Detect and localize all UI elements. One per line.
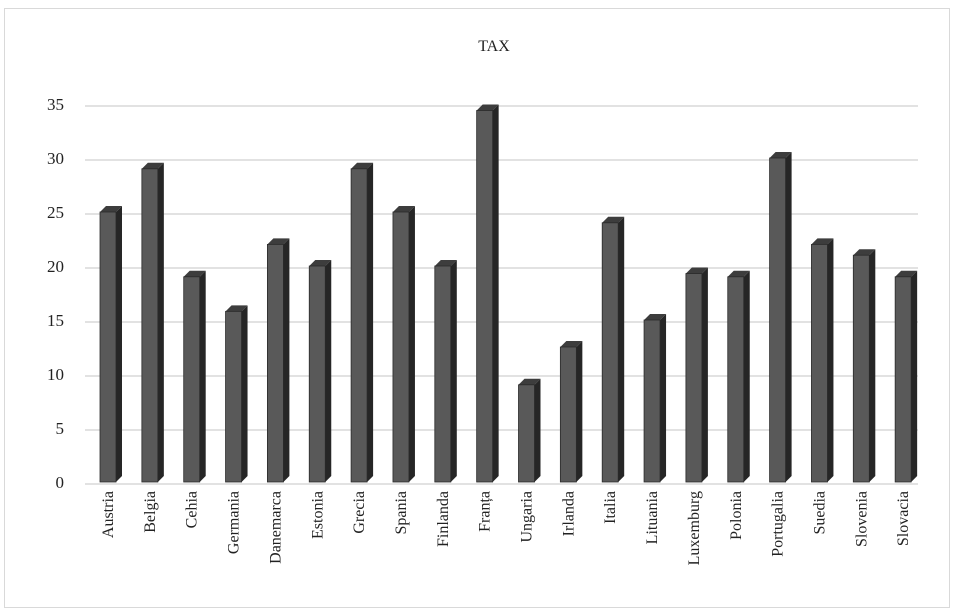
chart-title: TAX [478, 38, 510, 55]
x-tick-label: Irlanda [560, 491, 577, 536]
bar [727, 270, 750, 483]
y-tick-label: 30 [47, 149, 64, 168]
bar [559, 341, 583, 483]
bar [769, 152, 792, 483]
bar [141, 162, 164, 483]
bar [811, 238, 834, 483]
bar [518, 378, 541, 483]
y-tick-label: 10 [47, 365, 64, 384]
bar [852, 249, 876, 483]
x-tick-label: Austria [100, 491, 117, 538]
bars [99, 104, 918, 483]
x-tick-label: Slovenia [853, 491, 870, 547]
y-tick-label: 35 [47, 95, 64, 114]
x-tick-label: Slovacia [895, 491, 912, 546]
y-axis-ticks: 0 5 10 15 20 25 30 35 [47, 95, 64, 492]
bar [476, 104, 499, 483]
y-tick-label: 25 [47, 203, 64, 222]
bar [99, 206, 122, 483]
x-tick-label: Portugalia [770, 491, 787, 557]
bar [643, 314, 667, 483]
x-tick-label: Suedia [811, 491, 828, 535]
x-tick-label: Spania [393, 491, 410, 535]
bar [225, 305, 248, 483]
bar [894, 270, 918, 483]
x-tick-label: Germania [226, 491, 243, 554]
x-tick-label: Luxemburg [686, 491, 703, 565]
x-tick-label: Cehia [184, 491, 201, 528]
x-axis-ticks: Austria Belgia Cehia Germania Danemarca Eston… [100, 491, 912, 565]
x-tick-label: Polonia [728, 491, 745, 540]
bar [392, 206, 415, 483]
bar [685, 267, 708, 483]
x-tick-label: Lituania [644, 491, 661, 544]
x-tick-label: Ungaria [519, 491, 536, 543]
x-tick-label: Belgia [142, 491, 159, 533]
bar [434, 260, 457, 483]
x-tick-label: Danemarca [267, 491, 284, 564]
bar [601, 216, 625, 483]
x-tick-label: Finlanda [435, 491, 452, 547]
y-tick-label: 0 [56, 473, 65, 492]
y-tick-label: 5 [56, 419, 65, 438]
bar [266, 238, 290, 483]
gridlines [85, 105, 918, 485]
bar [183, 270, 206, 483]
y-tick-label: 20 [47, 257, 64, 276]
y-tick-label: 15 [47, 311, 64, 330]
x-tick-label: Italia [602, 491, 619, 524]
x-tick-label: Estonia [309, 491, 326, 539]
x-tick-label: Franța [477, 491, 494, 532]
bar [308, 260, 332, 483]
x-tick-label: Grecia [351, 491, 368, 534]
bar [350, 162, 374, 483]
